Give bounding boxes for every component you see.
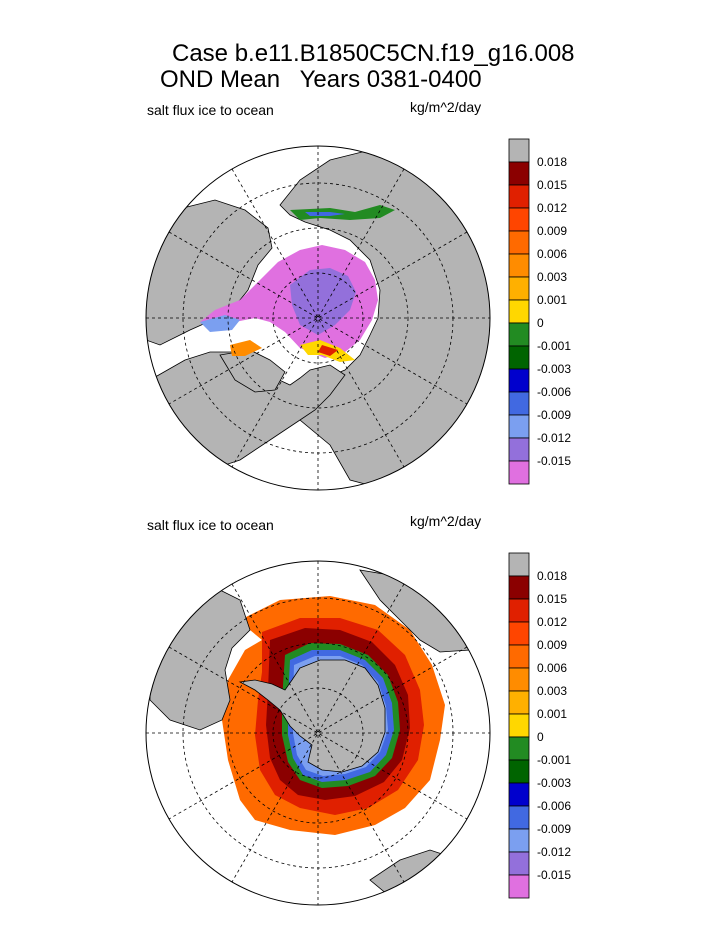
north-land-eurasia bbox=[146, 199, 273, 346]
colorbar-top-tick-label: -0.001 bbox=[537, 339, 571, 353]
south-map-border bbox=[145, 560, 491, 906]
title-case: Case b.e11.B1850C5CN.f19_g16.008 bbox=[172, 40, 575, 67]
colorbar-top-swatch bbox=[508, 391, 530, 416]
colorbar-bottom-swatch bbox=[508, 759, 530, 784]
north-ice-edge-red bbox=[318, 345, 338, 356]
south-land-antarctica bbox=[238, 659, 386, 773]
colorbar-top-swatch bbox=[508, 138, 530, 163]
colorbar-top-tick-label: -0.003 bbox=[537, 362, 571, 376]
colorbar-top-swatch bbox=[508, 414, 530, 439]
colorbar-bottom-tick-label: -0.015 bbox=[537, 868, 571, 882]
north-map-border bbox=[145, 145, 491, 491]
colorbar-bottom-tick-label: -0.006 bbox=[537, 799, 571, 813]
colorbar-bottom-swatch bbox=[508, 828, 530, 853]
colorbar-bottom-tick-label: -0.009 bbox=[537, 822, 571, 836]
colorbar-top-swatch bbox=[508, 253, 530, 278]
colorbar-bottom-tick-label: -0.012 bbox=[537, 845, 571, 859]
north-graticule bbox=[146, 146, 490, 490]
colorbar-bottom-tick-label: 0.001 bbox=[537, 707, 567, 721]
colorbar-bottom-swatch bbox=[508, 667, 530, 692]
colorbar-top-tick-label: 0.001 bbox=[537, 293, 567, 307]
colorbar-top-tick-label: -0.009 bbox=[537, 408, 571, 422]
colorbar-top-swatch bbox=[508, 322, 530, 347]
colorbar-bottom-swatch bbox=[508, 575, 530, 600]
colorbar-bottom-swatch bbox=[508, 851, 530, 876]
colorbar-top-tick-label: 0.015 bbox=[537, 178, 567, 192]
colorbar-bottom: 0.018 0.015 0.012 0.009 0.006 0.003 0.001 0 -0.0… bbox=[508, 552, 571, 899]
colorbar-top-swatch bbox=[508, 299, 530, 324]
colorbar-top-swatch bbox=[508, 368, 530, 393]
colorbar-bottom-tick-label: 0.015 bbox=[537, 592, 567, 606]
colorbar-top-swatch bbox=[508, 276, 530, 301]
colorbar-bottom-swatch bbox=[508, 690, 530, 715]
colorbar-top-tick-label: 0.018 bbox=[537, 155, 567, 169]
panel-bottom-units-label: kg/m^2/day bbox=[410, 513, 482, 529]
north-ice-flux-atlantic bbox=[200, 315, 240, 332]
colorbar-bottom-swatch bbox=[508, 782, 530, 807]
colorbar-top-tick-label: 0.009 bbox=[537, 224, 567, 238]
colorbar-top-swatch bbox=[508, 345, 530, 370]
colorbar-top-tick-label: 0.006 bbox=[537, 247, 567, 261]
colorbar-top-swatch bbox=[508, 161, 530, 186]
colorbar-top-tick-label: 0.012 bbox=[537, 201, 567, 215]
colorbar-bottom-swatch bbox=[508, 598, 530, 623]
south-graticule bbox=[146, 561, 490, 905]
colorbar-top-tick-label: 0 bbox=[537, 316, 544, 330]
colorbar-bottom-swatch bbox=[508, 713, 530, 738]
colorbar-bottom-tick-label: 0.006 bbox=[537, 661, 567, 675]
colorbar-bottom-swatch bbox=[508, 874, 530, 899]
north-ice-edge-barents bbox=[230, 340, 262, 356]
colorbar-bottom-swatch bbox=[508, 621, 530, 646]
colorbar-top-tick-label: -0.012 bbox=[537, 431, 571, 445]
colorbar-bottom-tick-label: 0.003 bbox=[537, 684, 567, 698]
title-period: OND Mean Years 0381-0400 bbox=[160, 66, 482, 93]
panel-bottom-variable-label: salt flux ice to ocean bbox=[147, 517, 274, 533]
colorbar-top-tick-label: -0.006 bbox=[537, 385, 571, 399]
colorbar-bottom-swatch bbox=[508, 736, 530, 761]
north-ice-edge-okhotsk bbox=[290, 205, 395, 220]
panel-top-units-label: kg/m^2/day bbox=[410, 99, 482, 115]
colorbar-bottom-swatch bbox=[508, 552, 530, 577]
colorbar-top-swatch bbox=[508, 184, 530, 209]
colorbar-bottom-swatch bbox=[508, 805, 530, 830]
colorbar-bottom-tick-label: 0.009 bbox=[537, 638, 567, 652]
colorbar-top-swatch bbox=[508, 230, 530, 255]
colorbar-top: 0.018 0.015 0.012 0.009 0.006 0.003 0.001 0 -0.0… bbox=[508, 138, 571, 485]
south-polar-map bbox=[145, 560, 491, 906]
colorbar-bottom-tick-label: -0.003 bbox=[537, 776, 571, 790]
panel-top-variable-label: salt flux ice to ocean bbox=[147, 102, 274, 118]
colorbar-bottom-tick-label: 0 bbox=[537, 730, 544, 744]
colorbar-top-tick-label: -0.015 bbox=[537, 454, 571, 468]
north-polar-map bbox=[145, 145, 491, 491]
colorbar-bottom-tick-label: 0.018 bbox=[537, 569, 567, 583]
colorbar-bottom-tick-label: 0.012 bbox=[537, 615, 567, 629]
colorbar-bottom-swatch bbox=[508, 644, 530, 669]
north-ice-edge-blue bbox=[305, 212, 345, 216]
colorbar-bottom-tick-label: -0.001 bbox=[537, 753, 571, 767]
colorbar-top-swatch bbox=[508, 437, 530, 462]
colorbar-top-swatch bbox=[508, 460, 530, 485]
colorbar-top-tick-label: 0.003 bbox=[537, 270, 567, 284]
colorbar-top-swatch bbox=[508, 207, 530, 232]
